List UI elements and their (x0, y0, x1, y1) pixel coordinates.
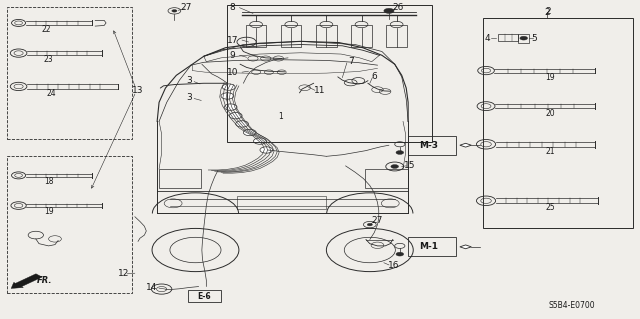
Text: 5: 5 (532, 34, 538, 43)
Text: 13: 13 (132, 86, 144, 95)
Bar (408, 237, 456, 256)
Text: 23: 23 (44, 55, 53, 64)
Bar (365, 169, 408, 188)
Text: 3: 3 (186, 93, 192, 102)
Bar (7, 7, 132, 139)
Text: 3: 3 (186, 76, 192, 85)
Text: 25: 25 (545, 203, 555, 212)
Text: 10: 10 (227, 68, 238, 77)
Bar (227, 5, 432, 142)
Text: 21: 21 (545, 147, 555, 156)
Text: 19: 19 (44, 207, 53, 216)
Circle shape (243, 129, 256, 136)
Text: 14: 14 (147, 283, 157, 292)
Text: 12: 12 (118, 269, 129, 278)
Text: FR.: FR. (36, 276, 52, 285)
Text: 2: 2 (544, 8, 550, 17)
Circle shape (229, 113, 242, 119)
Text: 24: 24 (47, 89, 56, 98)
Text: 27: 27 (372, 216, 383, 225)
Text: 18: 18 (44, 177, 53, 186)
Circle shape (396, 252, 404, 256)
Circle shape (520, 36, 527, 40)
Bar (497, 34, 518, 41)
Circle shape (384, 8, 394, 13)
Text: 15: 15 (404, 161, 415, 170)
Text: 22: 22 (42, 25, 51, 34)
Bar (518, 34, 529, 43)
Text: 26: 26 (392, 3, 404, 12)
Circle shape (367, 223, 372, 226)
Bar (483, 18, 633, 228)
Text: 1: 1 (278, 112, 283, 121)
Text: 6: 6 (371, 72, 377, 81)
Text: S5B4-E0700: S5B4-E0700 (549, 301, 596, 310)
Circle shape (222, 84, 235, 90)
Polygon shape (460, 143, 471, 147)
Bar (246, 25, 266, 47)
Circle shape (396, 151, 404, 154)
Bar (316, 25, 337, 47)
Text: 9: 9 (230, 51, 236, 60)
Circle shape (260, 147, 273, 153)
Bar (237, 196, 326, 209)
Circle shape (172, 10, 177, 12)
Text: E-6: E-6 (198, 292, 211, 301)
Text: 19: 19 (545, 73, 555, 82)
Bar (159, 169, 200, 188)
Circle shape (221, 93, 234, 99)
Bar (188, 290, 221, 302)
Bar (408, 136, 456, 155)
Text: 20: 20 (545, 109, 555, 118)
Text: 7: 7 (348, 57, 353, 66)
Circle shape (224, 104, 237, 110)
Text: 16: 16 (388, 261, 399, 271)
FancyArrow shape (11, 274, 42, 288)
Text: M-3: M-3 (419, 141, 438, 150)
Bar (281, 25, 301, 47)
Circle shape (391, 165, 399, 168)
Text: 11: 11 (314, 86, 326, 95)
Circle shape (253, 138, 266, 144)
Bar (387, 25, 407, 47)
Text: 2: 2 (546, 7, 552, 16)
Text: 17: 17 (227, 36, 238, 45)
Text: M-1: M-1 (419, 242, 438, 251)
Text: 27: 27 (180, 3, 191, 12)
Polygon shape (460, 245, 471, 249)
Circle shape (236, 121, 248, 127)
Text: 8: 8 (230, 3, 236, 12)
Bar (351, 25, 372, 47)
Text: 4: 4 (484, 34, 490, 43)
Bar (7, 156, 132, 293)
